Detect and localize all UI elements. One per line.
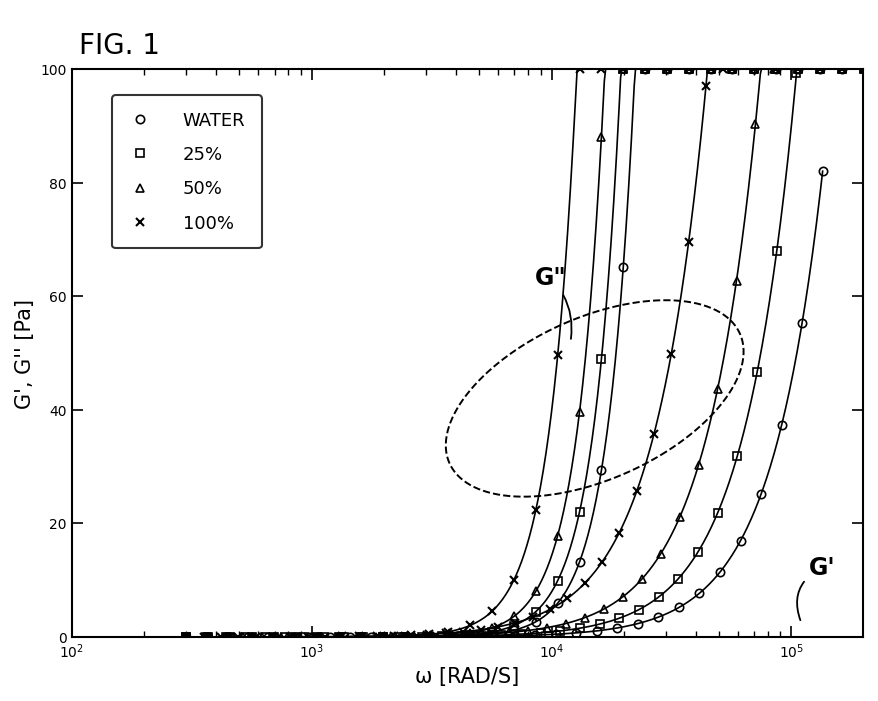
Text: G": G" — [535, 266, 572, 339]
Y-axis label: G', G'' [Pa]: G', G'' [Pa] — [15, 299, 35, 408]
Legend: WATER, 25%, 50%, 100%: WATER, 25%, 50%, 100% — [112, 95, 262, 249]
X-axis label: ω [RAD/S]: ω [RAD/S] — [415, 666, 520, 686]
Text: FIG. 1: FIG. 1 — [79, 32, 160, 60]
Text: G': G' — [796, 556, 835, 620]
